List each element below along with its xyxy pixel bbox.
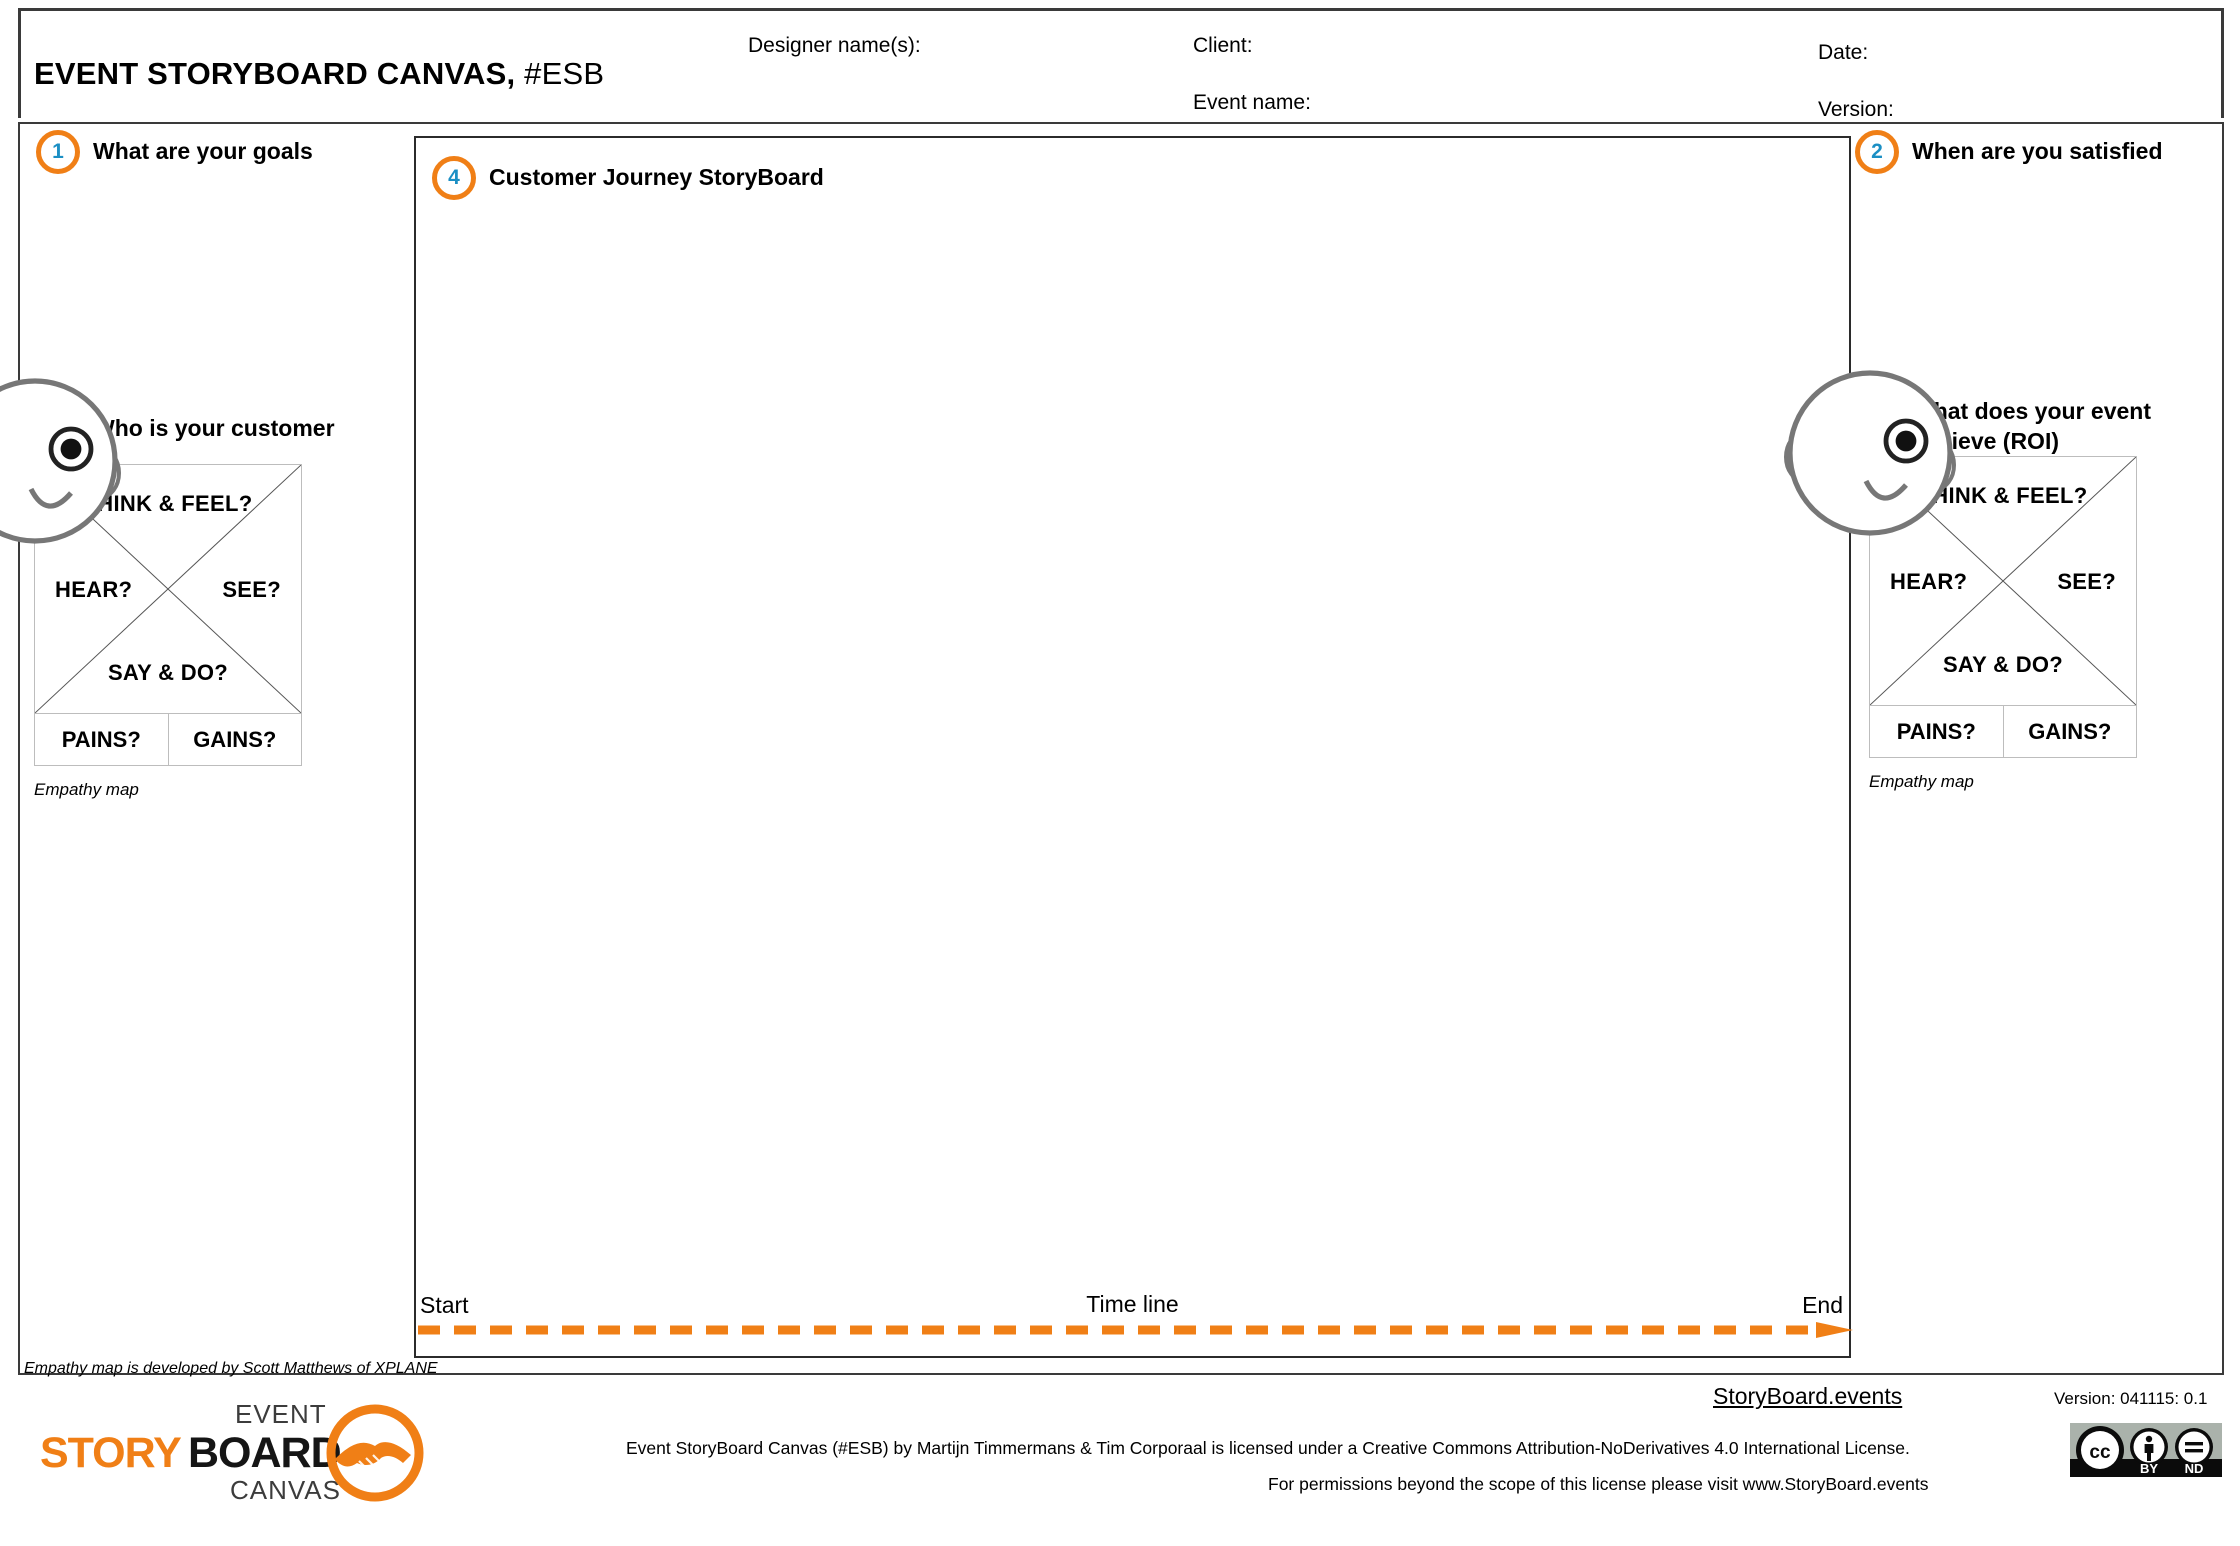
empathy-label-think-feel: THINK & FEEL?: [83, 491, 253, 516]
section-goals-number: 1: [36, 130, 80, 174]
license-line-1: Event StoryBoard Canvas (#ESB) by Martij…: [626, 1438, 1910, 1458]
empathy-label-say-do: SAY & DO?: [1942, 652, 2064, 677]
svg-text:BY: BY: [2140, 1461, 2158, 1476]
empathy-label-see: SEE?: [2057, 569, 2116, 594]
handshake-circle-icon: [326, 1404, 424, 1502]
empathy-label-say-do: SAY & DO?: [107, 660, 229, 685]
empathy-map-pains-gains: PAINS? GAINS?: [34, 714, 302, 766]
logo-event-text: EVENT: [235, 1399, 327, 1429]
section-roi-label-line1: What does your event: [1912, 398, 2151, 424]
creative-commons-by-nd-badge-icon[interactable]: cc BY ND: [2070, 1423, 2222, 1477]
section-satisfied-number: 2: [1855, 130, 1899, 174]
page-title-hashtag: #ESB: [515, 56, 605, 91]
empathy-label-hear: HEAR?: [55, 577, 133, 602]
header-right-rule: [2221, 8, 2224, 118]
customer-journey-storyboard-panel[interactable]: 4 Customer Journey StoryBoard Start Time…: [414, 136, 1853, 1358]
empathy-label-see: SEE?: [222, 577, 281, 602]
empathy-label-pains: PAINS?: [61, 726, 141, 752]
designer-name-field-label[interactable]: Designer name(s):: [748, 34, 921, 57]
timeline-start-label: Start: [420, 1292, 469, 1318]
empathy-map-quadrants: THINK & FEEL? HEAR? SEE? SAY & DO?: [1784, 370, 2137, 706]
timeline-arrow-icon: [418, 1322, 1853, 1338]
client-field-label[interactable]: Client:: [1193, 34, 1253, 57]
logo-canvas-text: CANVAS: [230, 1475, 341, 1505]
section-satisfied-label: When are you satisfied: [1912, 138, 2163, 164]
section-goals-label: What are your goals: [93, 138, 313, 164]
empathy-label-hear: HEAR?: [1890, 569, 1968, 594]
canvas-header: EVENT STORYBOARD CANVAS, #ESB Designer n…: [18, 8, 2224, 121]
svg-text:cc: cc: [2089, 1442, 2111, 1463]
section-journey-label: Customer Journey StoryBoard: [489, 164, 824, 190]
empathy-map-quadrants: THINK & FEEL? HEAR? SEE? SAY & DO?: [0, 378, 302, 714]
empathy-map-customer: THINK & FEEL? HEAR? SEE? SAY & DO? PAINS…: [0, 378, 302, 800]
empathy-map-caption: Empathy map: [1869, 772, 1974, 791]
logo-board-text: BOARD: [188, 1429, 342, 1477]
section-goals[interactable]: 1 What are your goals: [36, 130, 313, 174]
canvas-footer: Empathy map is developed by Scott Matthe…: [18, 1360, 2224, 1538]
section-satisfied[interactable]: 2 When are you satisfied: [1855, 130, 2163, 174]
empathy-map-caption: Empathy map: [34, 780, 139, 799]
page-title-bold: EVENT STORYBOARD CANVAS,: [34, 56, 516, 91]
empathy-map-roi: THINK & FEEL? HEAR? SEE? SAY & DO? PAINS…: [1784, 370, 2137, 792]
event-storyboard-canvas-logo: STORY BOARD EVENT CANVAS: [40, 1397, 424, 1507]
right-column: 2 When are you satisfied 5 What does you…: [1784, 124, 2224, 1373]
section-customer-label: Who is your customer: [93, 415, 335, 441]
version-field-label[interactable]: Version:: [1818, 98, 1894, 121]
timeline-end-label: End: [1802, 1292, 1843, 1318]
event-name-field-label[interactable]: Event name:: [1193, 91, 1311, 114]
left-column: 1 What are your goals 3 Who is your cust…: [0, 124, 410, 1373]
date-field-label[interactable]: Date:: [1818, 41, 1869, 64]
svg-text:ND: ND: [2185, 1461, 2204, 1476]
empathy-map-pains-gains: PAINS? GAINS?: [1869, 706, 2137, 758]
storyboard-events-link[interactable]: StoryBoard.events: [1713, 1383, 1903, 1409]
header-left-rule: [18, 8, 21, 118]
logo-story-text: STORY: [40, 1429, 182, 1477]
license-line-2: For permissions beyond the scope of this…: [1268, 1474, 1929, 1494]
xplane-credit-note: Empathy map is developed by Scott Matthe…: [24, 1360, 438, 1377]
timeline-middle-label: Time line: [1086, 1291, 1179, 1317]
section-journey-number: 4: [432, 156, 476, 200]
head-face-icon: [1784, 370, 1956, 536]
head-face-icon: [0, 378, 121, 544]
canvas-body-frame: [18, 122, 2224, 1375]
header-top-rule: [18, 8, 2224, 11]
section-journey[interactable]: 4 Customer Journey StoryBoard: [432, 156, 824, 200]
empathy-label-pains: PAINS?: [1896, 718, 1976, 744]
version-text: Version: 041115: 0.1: [2054, 1389, 2208, 1408]
empathy-label-gains: GAINS?: [2002, 706, 2137, 757]
empathy-label-think-feel: THINK & FEEL?: [1918, 483, 2088, 508]
page-title: EVENT STORYBOARD CANVAS, #ESB: [34, 56, 604, 92]
empathy-label-gains: GAINS?: [167, 714, 302, 765]
